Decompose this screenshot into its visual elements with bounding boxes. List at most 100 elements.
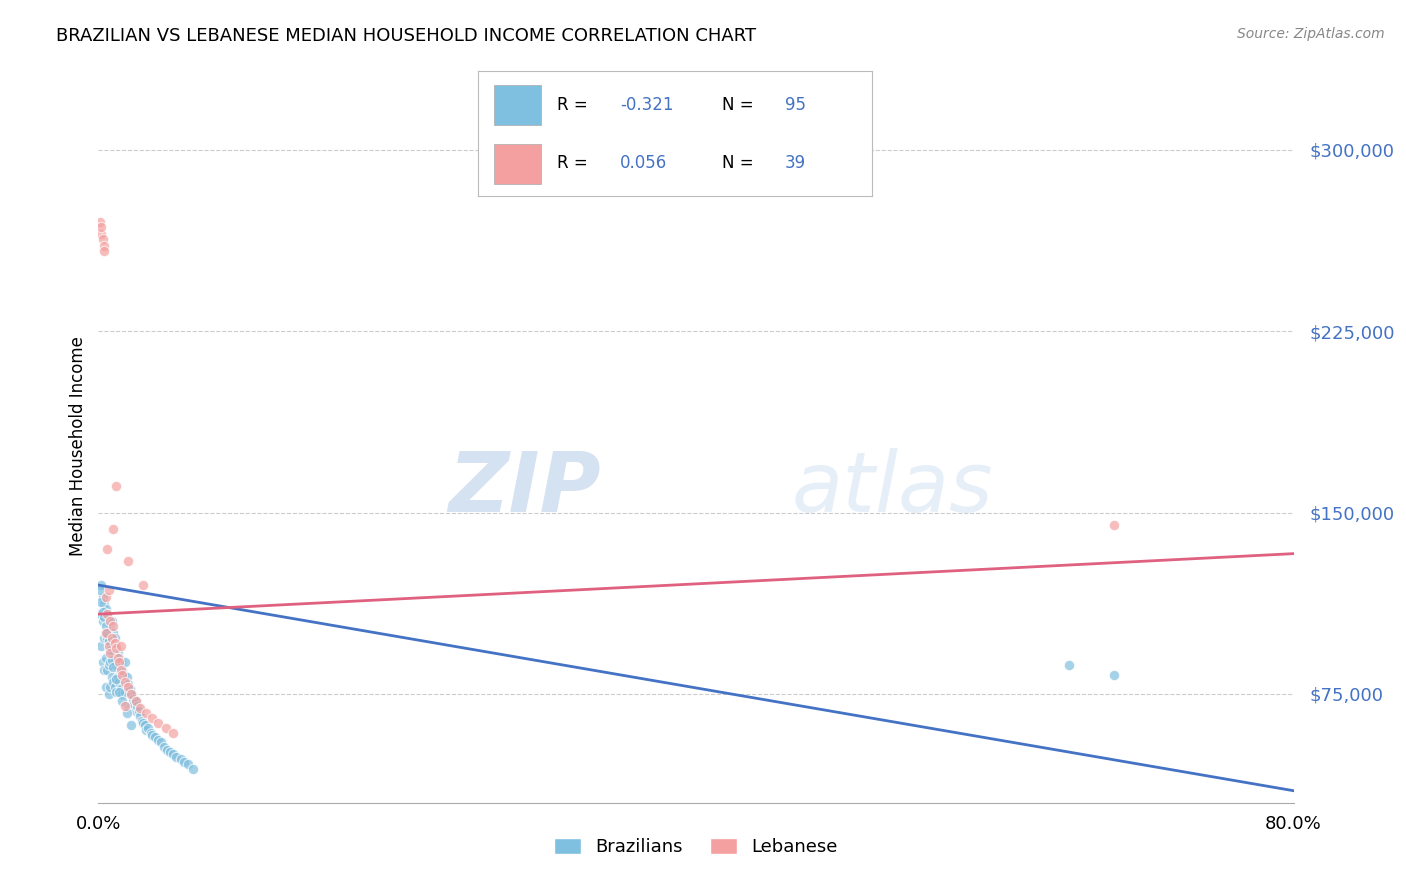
Point [124, 697, 146, 711]
Point [125, 694, 148, 708]
Text: 95: 95 [785, 96, 806, 114]
Point [97, 687, 120, 701]
Point [94, 650, 117, 665]
Point [156, 742, 179, 756]
Point [91, 615, 114, 629]
Point [97, 615, 120, 629]
Point [117, 677, 139, 691]
Point [159, 745, 181, 759]
Point [105, 479, 128, 493]
Point [162, 725, 184, 739]
Point [1059, 657, 1081, 672]
Point [155, 721, 177, 735]
Point [103, 523, 125, 537]
Text: ZIP: ZIP [447, 449, 600, 529]
Point [101, 670, 124, 684]
Point [103, 619, 125, 633]
Point [96, 663, 118, 677]
Point [1104, 667, 1126, 681]
Point [135, 723, 157, 738]
Point [125, 694, 148, 708]
Point [114, 656, 136, 670]
Point [173, 755, 195, 769]
Point [110, 682, 132, 697]
Point [103, 626, 125, 640]
Point [105, 640, 128, 655]
FancyBboxPatch shape [494, 85, 541, 125]
Point [93, 598, 115, 612]
Point [104, 636, 127, 650]
Point [148, 732, 170, 747]
Point [94, 619, 117, 633]
Point [101, 615, 124, 629]
Point [132, 578, 155, 592]
Point [129, 701, 152, 715]
Point [114, 674, 136, 689]
Point [96, 607, 118, 621]
Point [169, 752, 191, 766]
Point [177, 757, 200, 772]
Point [125, 704, 148, 718]
Point [111, 667, 134, 681]
Point [108, 674, 131, 689]
Point [103, 648, 125, 663]
Point [115, 670, 138, 684]
Point [93, 632, 115, 646]
Point [112, 667, 135, 681]
Point [162, 747, 184, 762]
Point [94, 626, 117, 640]
Text: N =: N = [723, 153, 759, 171]
Point [108, 656, 131, 670]
Point [98, 639, 122, 653]
Point [91, 590, 114, 604]
Point [107, 670, 129, 684]
Point [129, 708, 152, 723]
Point [104, 632, 127, 646]
Text: Source: ZipAtlas.com: Source: ZipAtlas.com [1237, 27, 1385, 41]
Point [120, 687, 142, 701]
Point [110, 639, 132, 653]
Point [114, 699, 136, 714]
Point [105, 657, 128, 672]
Point [97, 639, 120, 653]
Point [90, 578, 112, 592]
Point [121, 691, 143, 706]
Point [120, 718, 142, 732]
Point [98, 646, 122, 660]
Point [98, 680, 122, 694]
Point [127, 699, 149, 714]
Point [105, 673, 128, 687]
Point [118, 682, 141, 697]
Text: 39: 39 [785, 153, 806, 171]
Point [181, 762, 204, 776]
Point [91, 656, 114, 670]
Point [104, 653, 127, 667]
Point [103, 660, 125, 674]
Point [98, 615, 122, 629]
Point [120, 687, 142, 701]
Point [96, 541, 118, 556]
Point [153, 740, 176, 755]
Point [97, 657, 120, 672]
Point [141, 711, 163, 725]
Point [111, 694, 134, 708]
Point [111, 663, 134, 677]
Point [90, 220, 112, 235]
Text: N =: N = [723, 96, 759, 114]
Point [110, 656, 132, 670]
Point [97, 639, 120, 653]
Point [117, 554, 139, 568]
Text: 0.056: 0.056 [620, 153, 666, 171]
Point [134, 718, 156, 732]
Point [108, 684, 131, 698]
Point [141, 728, 163, 742]
Point [107, 646, 129, 660]
Point [105, 639, 128, 653]
Point [132, 716, 155, 731]
Point [96, 626, 118, 640]
FancyBboxPatch shape [494, 144, 541, 184]
Point [96, 632, 118, 646]
Point [97, 582, 120, 597]
Text: R =: R = [557, 153, 593, 171]
Point [104, 680, 127, 694]
